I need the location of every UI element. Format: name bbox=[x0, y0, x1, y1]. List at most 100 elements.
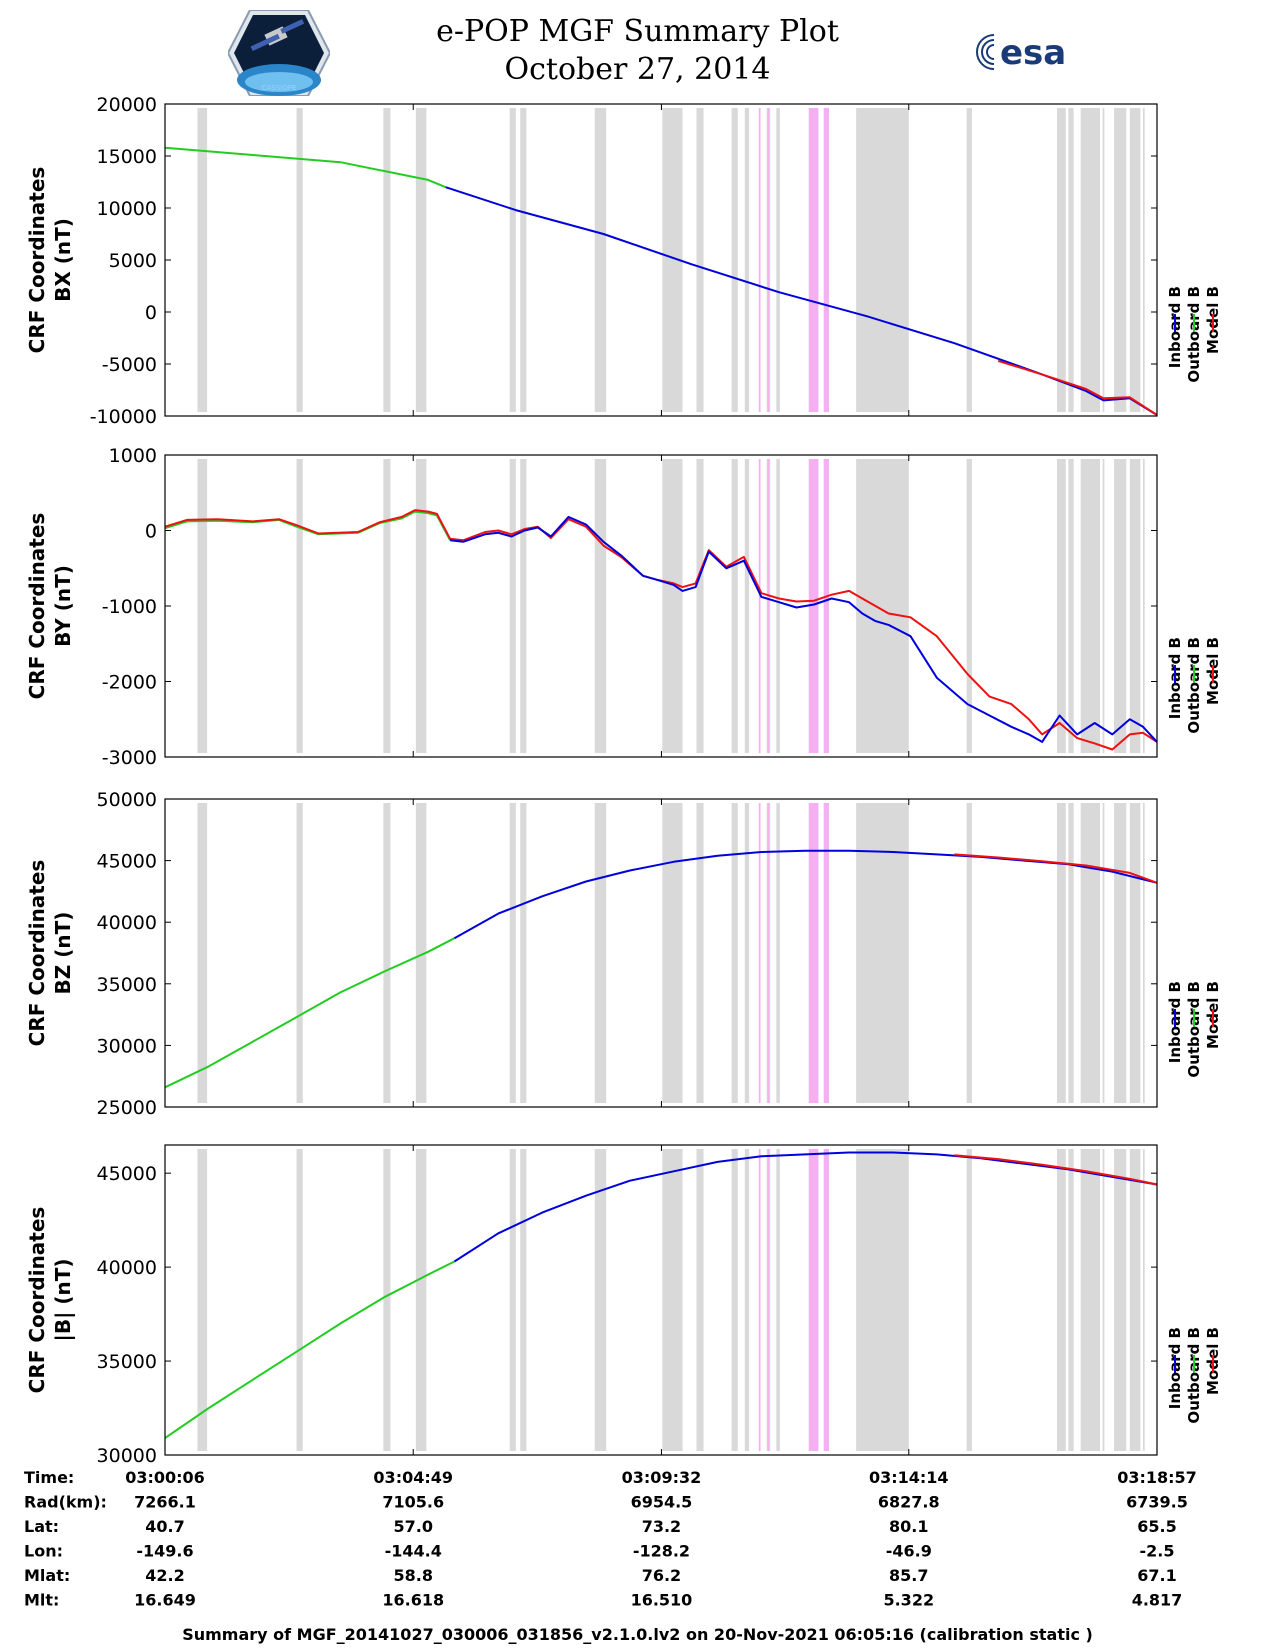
panel-1: 20000 15000 10000 5000 0 -5000 -10000 CRF Coord… bbox=[25, 94, 1222, 428]
gap-band-pink bbox=[758, 108, 761, 412]
ephemeris-cell: 4.817 bbox=[1132, 1591, 1183, 1610]
summary-footer: Summary of MGF_20141027_030006_031856_v2… bbox=[182, 1625, 1093, 1644]
series-line-model-b bbox=[954, 1154, 1158, 1186]
gap-band-pink bbox=[808, 459, 819, 753]
y-tick-label: 15000 bbox=[97, 146, 157, 168]
gap-band-gray bbox=[1068, 108, 1074, 412]
y-tick-label: 25000 bbox=[97, 1097, 157, 1119]
gap-band-gray bbox=[856, 108, 909, 412]
legend-label-outboard-b: Outboard B bbox=[1185, 1327, 1203, 1424]
gap-band-gray bbox=[594, 1149, 607, 1451]
gap-band-gray bbox=[520, 803, 527, 1103]
gap-band-gray bbox=[1102, 803, 1105, 1103]
y-axis-title-line2: BY (nT) bbox=[51, 565, 75, 647]
gap-band-gray bbox=[197, 1149, 208, 1451]
gap-band-gray bbox=[856, 1149, 909, 1451]
ephemeris-cell: 57.0 bbox=[393, 1517, 432, 1536]
y-tick-label: -10000 bbox=[90, 406, 157, 428]
gap-band-gray bbox=[197, 108, 208, 412]
y-tick-label: 45000 bbox=[97, 1163, 157, 1185]
gap-band-gray bbox=[1068, 459, 1074, 753]
ephemeris-cell: 85.7 bbox=[889, 1566, 928, 1585]
gap-band-gray bbox=[415, 1149, 427, 1451]
y-axis-title-line2: |B| (nT) bbox=[51, 1259, 75, 1342]
esa-logo: esa bbox=[976, 33, 1066, 73]
gap-band-gray bbox=[662, 1149, 683, 1451]
ephemeris-row-label: Rad(km): bbox=[24, 1493, 107, 1512]
gap-band-gray bbox=[520, 459, 527, 753]
gap-band-gray bbox=[1068, 1149, 1074, 1451]
gap-band-gray bbox=[966, 1149, 972, 1451]
gap-band-gray bbox=[744, 803, 750, 1103]
y-tick-label: 10000 bbox=[97, 198, 157, 220]
gap-band-gray bbox=[1080, 108, 1100, 412]
ephemeris-cell: 03:04:49 bbox=[373, 1468, 453, 1487]
ephemeris-cell: 16.510 bbox=[631, 1591, 693, 1610]
gap-band-gray bbox=[1057, 1149, 1066, 1451]
y-tick-label: 5000 bbox=[109, 250, 157, 272]
gap-band-gray bbox=[415, 459, 427, 753]
y-tick-label: 0 bbox=[145, 521, 157, 543]
gap-band-gray bbox=[1057, 108, 1066, 412]
panel-2: 1000 0 -1000 -2000 -3000 CRF Coordinates BY (n… bbox=[25, 445, 1222, 769]
gap-band-gray bbox=[966, 459, 972, 753]
gap-band-pink bbox=[767, 459, 770, 753]
series-line-inboard-b bbox=[453, 1151, 1158, 1263]
series-line-model-b bbox=[997, 359, 1158, 416]
legend-label-outboard-b: Outboard B bbox=[1185, 981, 1203, 1078]
ephemeris-row-label: Mlt: bbox=[24, 1591, 59, 1610]
series-line-inboard-b bbox=[449, 515, 1158, 743]
gap-band-gray bbox=[509, 459, 516, 753]
gap-band-pink bbox=[758, 803, 761, 1103]
gap-band-gray bbox=[520, 1149, 527, 1451]
gap-band-pink bbox=[808, 803, 819, 1103]
gap-band-gray bbox=[856, 459, 909, 753]
y-tick-label: 0 bbox=[145, 302, 157, 324]
y-tick-label: 35000 bbox=[97, 974, 157, 996]
gap-band-gray bbox=[197, 803, 208, 1103]
gap-band-pink bbox=[823, 803, 829, 1103]
gap-band-gray bbox=[744, 108, 750, 412]
gap-band-gray bbox=[1080, 459, 1100, 753]
y-tick-label: -5000 bbox=[102, 354, 157, 376]
panel-frame bbox=[164, 103, 1158, 417]
legend-label-outboard-b: Outboard B bbox=[1185, 637, 1203, 734]
panel-4: 45000 40000 35000 30000 CRF Coordinates |B| (… bbox=[25, 1144, 1222, 1467]
y-tick-label: -2000 bbox=[102, 672, 157, 694]
ephemeris-row-label: Time: bbox=[24, 1468, 74, 1487]
gap-band-gray bbox=[1114, 108, 1127, 412]
gap-band-gray bbox=[1129, 459, 1141, 753]
gap-band-gray bbox=[415, 803, 427, 1103]
gap-band-pink bbox=[767, 1149, 770, 1451]
series-line-inboard-b bbox=[453, 849, 1158, 940]
ephemeris-cell: 40.7 bbox=[145, 1517, 184, 1536]
chart-title: e-POP MGF Summary Plot bbox=[436, 14, 839, 49]
gap-band-gray bbox=[296, 108, 303, 412]
y-tick-label: 45000 bbox=[97, 851, 157, 873]
legend-label-outboard-b: Outboard B bbox=[1185, 286, 1203, 383]
gap-band-gray bbox=[594, 108, 607, 412]
gap-band-gray bbox=[1129, 108, 1141, 412]
gap-band-gray bbox=[731, 459, 738, 753]
ephemeris-cell: 58.8 bbox=[393, 1566, 432, 1585]
ephemeris-cell: -2.5 bbox=[1140, 1542, 1175, 1561]
ephemeris-row-label: Lat: bbox=[24, 1517, 59, 1536]
gap-band-gray bbox=[383, 108, 391, 412]
ephemeris-cell: 03:00:06 bbox=[125, 1468, 205, 1487]
gap-band-gray bbox=[1114, 803, 1127, 1103]
gap-band-gray bbox=[1114, 459, 1127, 753]
gap-band-gray bbox=[296, 1149, 303, 1451]
ephemeris-cell: 5.322 bbox=[883, 1591, 934, 1610]
ephemeris-cell: 7266.1 bbox=[134, 1493, 196, 1512]
y-tick-label: 35000 bbox=[97, 1351, 157, 1373]
gap-band-gray bbox=[509, 803, 516, 1103]
ephemeris-row-label: Mlat: bbox=[24, 1566, 70, 1585]
y-tick-label: -3000 bbox=[102, 747, 157, 769]
gap-band-gray bbox=[776, 108, 780, 412]
y-tick-label: 40000 bbox=[97, 1257, 157, 1279]
gap-band-pink bbox=[823, 459, 829, 753]
ephemeris-cell: 6739.5 bbox=[1126, 1493, 1188, 1512]
y-tick-label: 30000 bbox=[97, 1035, 157, 1057]
gap-band-gray bbox=[696, 459, 704, 753]
gap-band-gray bbox=[776, 803, 780, 1103]
